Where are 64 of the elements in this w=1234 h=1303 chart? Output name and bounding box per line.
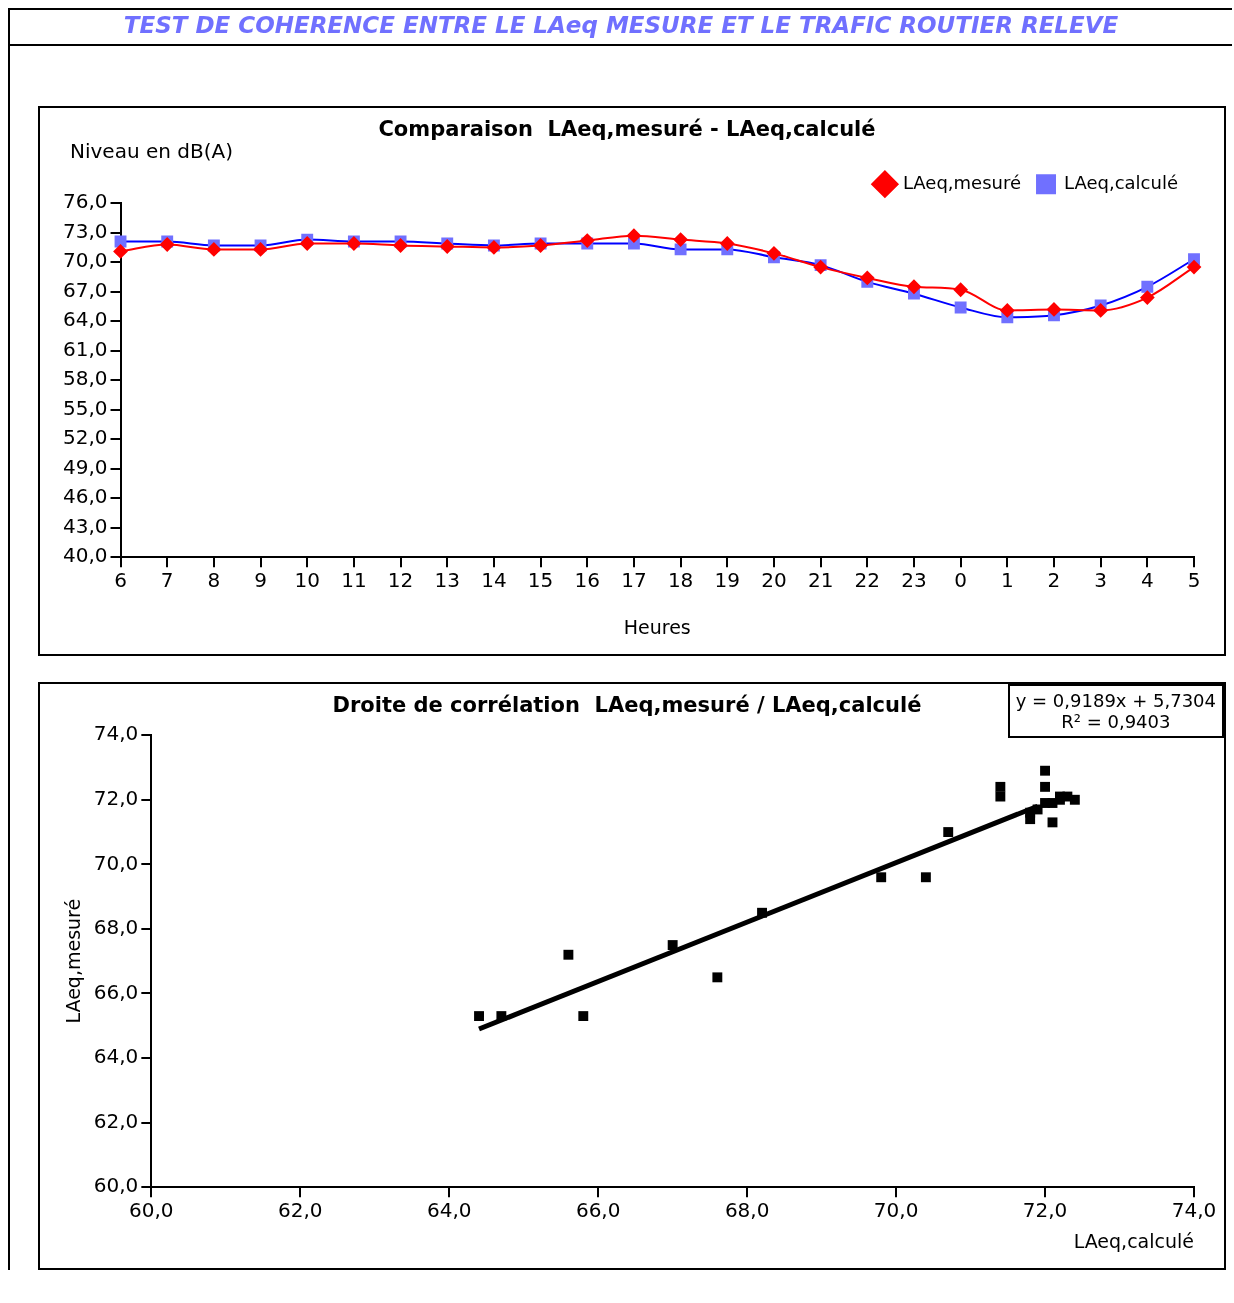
x-tick-label: 68,0 [724,1198,770,1223]
text: y = 0,9189x + 5,7304 [1015,690,1216,711]
y-tick-label: 62,0 [93,1108,139,1133]
x-tick-label: 10 [294,568,320,593]
x-tick-label: 17 [621,568,647,593]
x-tick-label: 18 [667,568,694,593]
legend-label: LAeq,calculé [1064,171,1178,193]
text: R² = 0,9403 [1060,711,1172,732]
x-tick-label: 70,0 [873,1198,919,1223]
y-tick-label: 55,0 [63,395,108,420]
x-tick-label: 4 [1140,568,1154,593]
y-tick-label: 64,0 [63,307,108,332]
x-tick-label: 21 [807,568,834,593]
x-tick-label: 16 [574,568,600,593]
x-tick-label: 19 [714,568,740,593]
x-tick-label: 23 [901,568,927,593]
x-tick-label: 15 [527,568,554,593]
chart-title: Droite de corrélation LAeq,mesuré / LAeq,calculé [332,693,922,718]
y-axis-title: LAeq,mesuré [62,898,85,1024]
x-tick-label: 14 [481,568,507,593]
y-tick-label: 74,0 [93,721,139,746]
x-tick-label: 7 [160,568,174,593]
x-tick-label: 2 [1047,568,1061,593]
legend-label: LAeq,mesuré [902,171,1022,193]
x-tick-label: 66,0 [575,1198,621,1223]
x-tick-label: 0 [954,568,967,593]
y-tick-label: 52,0 [63,425,108,450]
y-tick-label: 70,0 [93,850,139,875]
x-tick-label: 3 [1094,568,1108,593]
x-tick-label: 8 [207,568,221,593]
y-tick-label: 67,0 [63,277,108,302]
text: TEST DE COHERENCE ENTRE LE LAeq MESURE ET LE TRAFIC ROUTIER RELEVE [123,12,1119,38]
x-tick-label: 64,0 [426,1198,472,1223]
x-tick-label: 74,0 [1171,1198,1217,1223]
x-tick-label: 20 [761,568,787,593]
y-axis-title: Niveau en dB(A) [70,139,233,164]
y-tick-label: 73,0 [63,218,108,243]
y-tick-label: 58,0 [63,366,108,391]
y-tick-label: 46,0 [63,484,108,509]
chart-title: Comparaison LAeq,mesuré - LAeq,calculé [378,117,876,142]
x-tick-label: 6 [114,568,127,593]
x-tick-label: 72,0 [1022,1198,1068,1223]
y-tick-label: 64,0 [93,1044,139,1069]
y-tick-label: 68,0 [93,915,139,940]
x-tick-label: 60,0 [129,1198,174,1223]
x-tick-label: 62,0 [278,1198,323,1223]
x-tick-label: 1 [1000,568,1014,593]
y-tick-label: 70,0 [63,248,108,273]
y-tick-label: 76,0 [63,189,108,214]
x-tick-label: 13 [434,568,460,593]
y-tick-label: 60,0 [93,1173,139,1198]
y-tick-label: 72,0 [93,785,139,810]
y-tick-label: 66,0 [93,979,139,1004]
x-axis-title: Heures [623,615,691,638]
x-tick-label: 12 [387,568,414,593]
x-axis-title: LAeq,calculé [1073,1229,1194,1252]
y-tick-label: 61,0 [63,336,108,361]
y-tick-label: 43,0 [63,513,108,538]
x-tick-label: 5 [1187,568,1201,593]
y-tick-label: 49,0 [63,454,108,479]
x-tick-label: 22 [854,568,881,593]
x-tick-label: 9 [254,568,267,593]
x-tick-label: 11 [341,568,367,593]
y-tick-label: 40,0 [63,543,108,568]
